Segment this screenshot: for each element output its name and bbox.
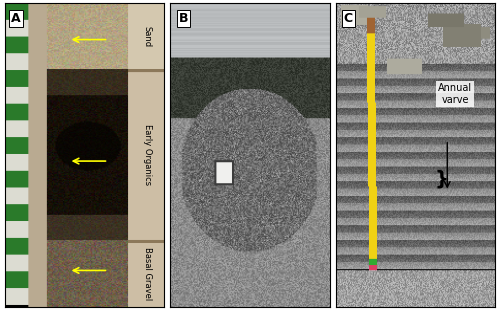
Text: A: A [12, 12, 21, 25]
Text: Sand: Sand [143, 26, 152, 47]
Text: Early Organics: Early Organics [143, 124, 152, 186]
Text: Basal Gravel: Basal Gravel [143, 247, 152, 300]
Text: C: C [344, 12, 353, 25]
Text: B: B [178, 12, 188, 25]
Text: Annual
varve: Annual varve [438, 83, 472, 105]
Text: }: } [434, 170, 448, 189]
